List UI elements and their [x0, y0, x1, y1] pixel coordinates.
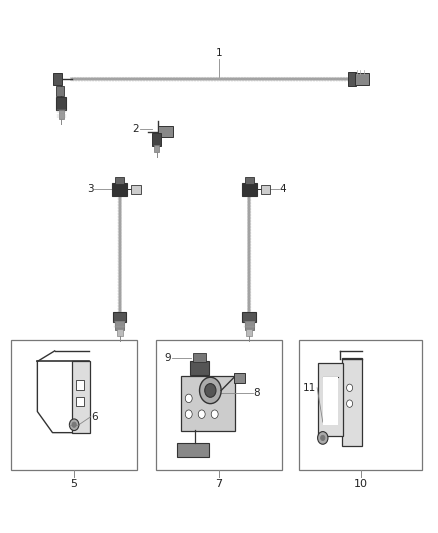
Text: 8: 8 [254, 388, 260, 398]
Bar [323, 377, 338, 425]
FancyBboxPatch shape [152, 133, 161, 146]
Circle shape [185, 394, 192, 402]
FancyBboxPatch shape [234, 373, 245, 383]
FancyBboxPatch shape [181, 376, 235, 431]
FancyBboxPatch shape [115, 177, 124, 184]
FancyBboxPatch shape [318, 363, 343, 437]
FancyBboxPatch shape [113, 312, 127, 322]
FancyBboxPatch shape [244, 177, 254, 184]
Bar [156, 341, 282, 470]
Bar [299, 341, 422, 470]
Circle shape [318, 432, 328, 444]
FancyBboxPatch shape [53, 74, 62, 85]
FancyBboxPatch shape [342, 358, 362, 446]
Circle shape [69, 419, 79, 431]
Text: 3: 3 [87, 184, 94, 195]
FancyBboxPatch shape [57, 86, 64, 95]
Circle shape [72, 422, 76, 427]
FancyBboxPatch shape [158, 126, 173, 137]
FancyBboxPatch shape [355, 74, 370, 85]
FancyBboxPatch shape [56, 96, 66, 110]
Circle shape [200, 377, 221, 403]
FancyBboxPatch shape [261, 185, 270, 193]
Text: 5: 5 [71, 479, 78, 489]
Bar [76, 380, 84, 391]
Circle shape [185, 410, 192, 418]
FancyBboxPatch shape [115, 321, 124, 330]
FancyBboxPatch shape [348, 72, 356, 86]
Text: 9: 9 [165, 353, 171, 363]
Circle shape [205, 384, 216, 397]
FancyBboxPatch shape [244, 321, 254, 330]
FancyBboxPatch shape [71, 361, 90, 433]
FancyBboxPatch shape [242, 312, 256, 322]
Text: 11: 11 [303, 383, 316, 393]
Text: 2: 2 [132, 124, 139, 134]
FancyBboxPatch shape [193, 353, 206, 362]
Bar [11, 341, 137, 470]
FancyBboxPatch shape [154, 145, 159, 152]
Text: 7: 7 [215, 479, 223, 489]
Text: 10: 10 [353, 479, 367, 489]
Circle shape [198, 410, 205, 418]
Circle shape [211, 410, 218, 418]
FancyBboxPatch shape [112, 183, 127, 196]
FancyBboxPatch shape [131, 185, 141, 193]
FancyBboxPatch shape [177, 443, 208, 457]
Circle shape [346, 400, 353, 407]
FancyBboxPatch shape [246, 329, 252, 336]
Circle shape [346, 384, 353, 392]
Text: 1: 1 [215, 48, 223, 58]
Bar [76, 397, 84, 406]
FancyBboxPatch shape [59, 110, 64, 119]
Text: 4: 4 [279, 184, 286, 195]
FancyBboxPatch shape [191, 361, 208, 375]
Circle shape [321, 435, 325, 441]
Text: 6: 6 [92, 412, 98, 422]
FancyBboxPatch shape [242, 183, 257, 196]
FancyBboxPatch shape [117, 329, 123, 336]
